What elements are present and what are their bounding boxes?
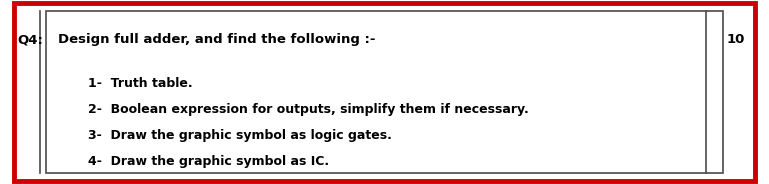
Text: Q4:: Q4:	[17, 33, 43, 46]
Text: 2-  Boolean expression for outputs, simplify them if necessary.: 2- Boolean expression for outputs, simpl…	[88, 103, 529, 116]
Text: 10: 10	[727, 33, 745, 46]
Text: 3-  Draw the graphic symbol as logic gates.: 3- Draw the graphic symbol as logic gate…	[88, 129, 392, 142]
Text: 1-  Truth table.: 1- Truth table.	[88, 77, 193, 90]
Bar	[46, 11, 723, 173]
Text: 4-  Draw the graphic symbol as IC.: 4- Draw the graphic symbol as IC.	[88, 155, 330, 168]
Text: Design full adder, and find the following :-: Design full adder, and find the followin…	[58, 33, 375, 46]
